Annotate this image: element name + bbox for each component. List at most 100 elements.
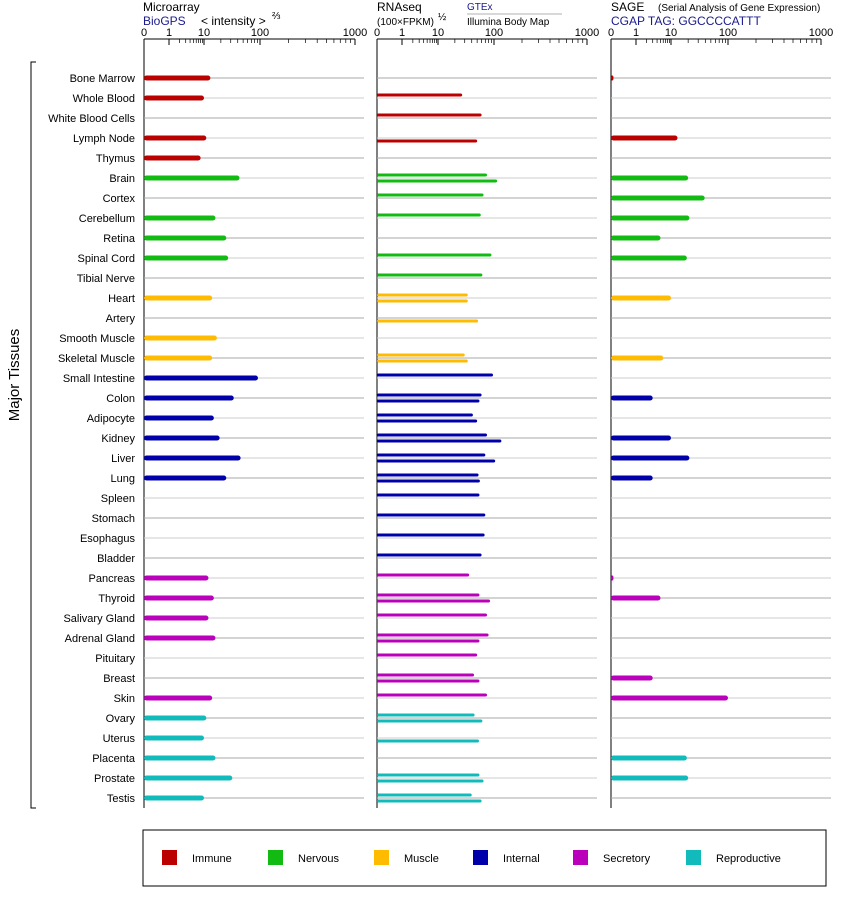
- rnaseq-illumina-bar: [377, 779, 484, 783]
- rnaseq-illumina-bar: [377, 479, 480, 483]
- legend-swatch-internal: [473, 850, 488, 865]
- tick-label: 0: [374, 27, 380, 39]
- microarray-units: < intensity >: [201, 14, 266, 28]
- microarray-bar: [144, 775, 233, 781]
- legend-swatch-reproductive: [686, 850, 701, 865]
- rnaseq-gtex-bar: [377, 513, 486, 517]
- tick-label: 100: [485, 27, 503, 39]
- legend-label-immune: Immune: [192, 853, 232, 865]
- legend-label-muscle: Muscle: [404, 853, 439, 865]
- microarray-bar: [144, 155, 201, 161]
- tick-label: 0: [608, 27, 614, 39]
- microarray-units-exponent: ⅔: [272, 11, 281, 22]
- microarray-bar: [144, 435, 220, 441]
- sage-bar: [611, 775, 689, 781]
- microarray-bar: [144, 735, 204, 741]
- tick-label: 10: [432, 27, 444, 39]
- tissue-label: Placenta: [92, 753, 136, 765]
- rnaseq-gtex-bar: [377, 193, 484, 197]
- sage-bar: [611, 695, 728, 701]
- rnaseq-gtex-bar: [377, 213, 481, 217]
- sage-bar: [611, 435, 671, 441]
- microarray-bar: [144, 615, 209, 621]
- microarray-bar: [144, 455, 241, 461]
- rnaseq-gtex-bar: [377, 613, 488, 617]
- rnaseq-gtex-bar: [377, 293, 468, 297]
- tick-label: 1: [166, 27, 172, 39]
- microarray-bar: [144, 95, 204, 101]
- tick-label: 1000: [343, 27, 367, 39]
- tissue-label: Adrenal Gland: [65, 633, 135, 645]
- microarray-bar: [144, 695, 213, 701]
- tick-label: 100: [251, 27, 269, 39]
- microarray-bar: [144, 215, 216, 221]
- tick-label: 1: [633, 27, 639, 39]
- tissue-label: Testis: [107, 793, 136, 805]
- rnaseq-illumina-bar: [377, 359, 468, 363]
- rnaseq-gtex-bar: [377, 93, 463, 97]
- tick-label: 1000: [809, 27, 833, 39]
- microarray-bar: [144, 795, 204, 801]
- rnaseq-illumina-bar: [377, 719, 483, 723]
- y-axis-label: Major Tissues: [6, 329, 23, 422]
- microarray-bar: [144, 755, 216, 761]
- tissue-labels-group: Bone Marrow Whole Blood White Blood Cells L…: [48, 73, 136, 805]
- microarray-bar: [144, 355, 213, 361]
- tissue-label: Lung: [111, 473, 135, 485]
- legend-swatch-nervous: [268, 850, 283, 865]
- microarray-bar: [144, 415, 214, 421]
- microarray-bar: [144, 135, 207, 141]
- sage-bar: [611, 395, 653, 401]
- rnaseq-illumina-bar: [377, 459, 496, 463]
- rnaseq-illumina-bar: [377, 179, 498, 183]
- rnaseq-gtex-bar: [377, 173, 488, 177]
- sage-bar: [611, 755, 687, 761]
- rnaseq-illumina-bar: [377, 679, 480, 683]
- tissue-label: Pituitary: [95, 653, 135, 665]
- legend-label-nervous: Nervous: [298, 853, 339, 865]
- tissue-label: Prostate: [94, 773, 135, 785]
- tissue-label: Cerebellum: [79, 213, 135, 225]
- tissue-label: Bone Marrow: [70, 73, 135, 85]
- microarray-bar: [144, 475, 227, 481]
- legend-swatch-immune: [162, 850, 177, 865]
- sage-bar: [611, 455, 690, 461]
- gridlines-group: [144, 77, 831, 799]
- tissue-label: Whole Blood: [73, 93, 135, 105]
- tick-label: 1: [399, 27, 405, 39]
- rnaseq-gtex-bar: [377, 433, 488, 437]
- tissue-label: Liver: [111, 453, 135, 465]
- rnaseq-gtex-bar: [377, 773, 480, 777]
- rnaseq-legend-illumina: Illumina Body Map: [467, 17, 550, 28]
- rnaseq-gtex-bar: [377, 393, 482, 397]
- sage-bar: [611, 675, 653, 681]
- rnaseq-gtex-bar: [377, 493, 480, 497]
- rnaseq-gtex-bar: [377, 373, 494, 377]
- microarray-bar: [144, 595, 214, 601]
- sage-bar: [611, 575, 614, 581]
- sage-bar: [611, 175, 689, 181]
- tissue-label: Retina: [103, 233, 136, 245]
- tissue-label: Skeletal Muscle: [58, 353, 135, 365]
- tissue-label: Stomach: [92, 513, 135, 525]
- sage-tag: CGAP TAG: GGCCCCATTT: [611, 14, 761, 28]
- sage-bar: [611, 215, 690, 221]
- microarray-title: Microarray: [143, 0, 200, 14]
- microarray-bar: [144, 715, 207, 721]
- sage-bar: [611, 235, 661, 241]
- rnaseq-gtex-bar: [377, 253, 492, 257]
- tissue-label: Artery: [106, 313, 136, 325]
- microarray-bar: [144, 175, 240, 181]
- rnaseq-gtex-bar: [377, 593, 480, 597]
- rnaseq-illumina-bar: [377, 739, 480, 743]
- y-axis-bracket: [30, 61, 36, 809]
- tissue-label: Adipocyte: [87, 413, 135, 425]
- tick-label: 10: [665, 27, 677, 39]
- tick-label: 10: [198, 27, 210, 39]
- rnaseq-illumina-bar: [377, 799, 482, 803]
- tissue-label: Spinal Cord: [78, 253, 135, 265]
- rnaseq-gtex-bar: [377, 113, 482, 117]
- tissue-label: Lymph Node: [73, 133, 135, 145]
- rnaseq-gtex-bar: [377, 653, 478, 657]
- sage-bar: [611, 75, 614, 81]
